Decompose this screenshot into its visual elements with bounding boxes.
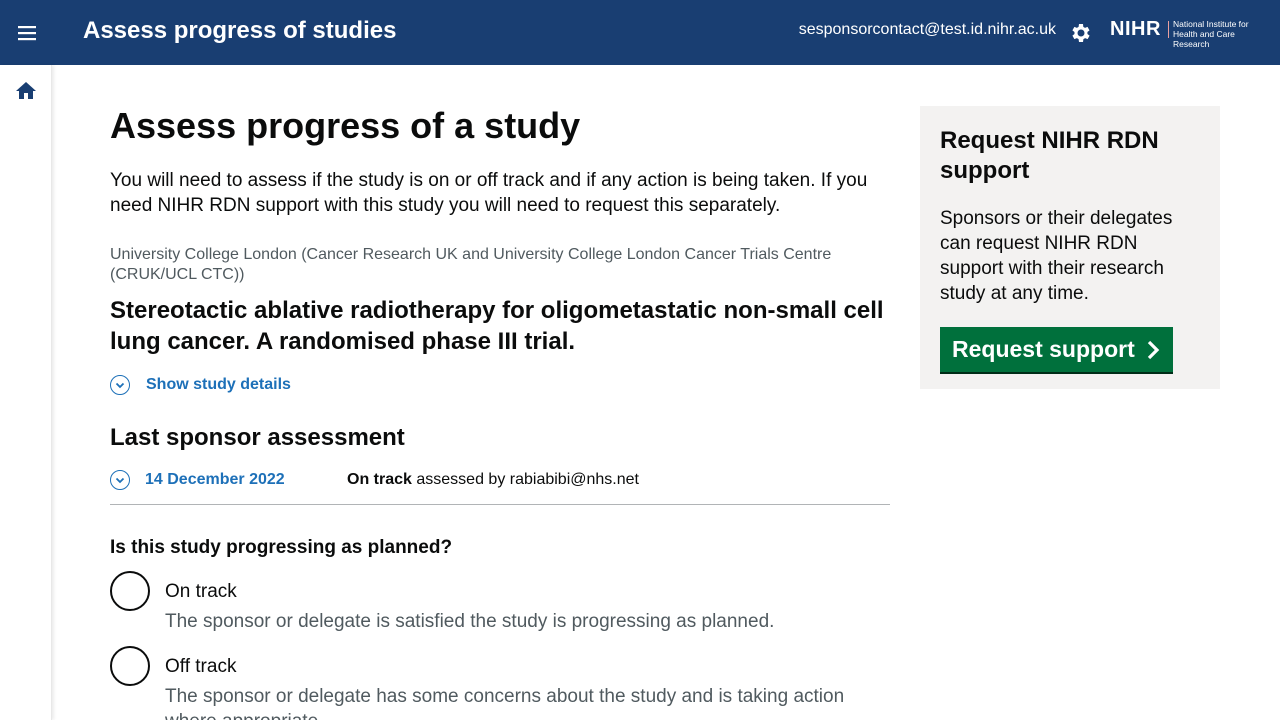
radio-label[interactable]: On track [165,581,237,602]
last-assessment-heading: Last sponsor assessment [110,424,405,451]
show-study-details-link[interactable]: Show study details [146,376,291,393]
main-content: Assess progress of a study You will need… [110,106,890,720]
nihr-logo: NIHR National Institute for Health and C… [1110,18,1270,49]
support-panel: Request NIHR RDN support Sponsors or the… [920,106,1220,389]
assessment-status: On track [347,470,412,488]
logo-main: NIHR [1110,18,1161,40]
assessment-date-link[interactable]: 14 December 2022 [145,470,285,488]
last-assessment-row: 14 December 2022 On track assessed by ra… [110,467,890,505]
logo-divider [1168,21,1169,38]
assessment-assessed-by: assessed by rabiabibi@nhs.net [416,470,639,488]
request-support-label: Request support [952,336,1135,362]
chevron-right-icon [1147,340,1159,359]
radio-option-off-track[interactable]: Off track The sponsor or delegate has so… [110,646,890,720]
radio-hint: The sponsor or delegate has some concern… [165,686,845,720]
user-email: sesponsorcontact@test.id.nihr.ac.uk [798,21,1056,38]
chevron-down-icon [110,375,130,395]
page-title: Assess progress of a study [110,105,581,146]
sidebar [0,65,52,720]
organisation-name: University College London (Cancer Resear… [110,246,832,283]
logo-sub: National Institute for Health and Care R… [1173,19,1249,49]
request-support-button[interactable]: Request support [940,327,1173,372]
chevron-down-icon[interactable] [110,469,130,490]
radio-option-on-track[interactable]: On track The sponsor or delegate is sati… [110,571,890,634]
radio-label[interactable]: Off track [165,656,237,677]
intro-text: You will need to assess if the study is … [110,170,868,216]
radio-off-track[interactable] [110,646,150,686]
home-icon[interactable] [14,79,38,103]
support-panel-title: Request NIHR RDN support [940,127,1159,184]
menu-icon[interactable] [14,20,40,46]
assessment-summary: On track assessed by rabiabibi@nhs.net [347,471,639,489]
radio-on-track[interactable] [110,571,150,611]
app-title: Assess progress of studies [83,17,397,44]
study-title: Stereotactic ablative radiotherapy for o… [110,297,884,355]
gear-icon[interactable] [1069,21,1093,45]
progress-question: Is this study progressing as planned? [110,537,453,558]
show-study-details-toggle[interactable]: Show study details [110,373,890,397]
top-header: Assess progress of studies sesponsorcont… [0,0,1280,65]
support-panel-text: Sponsors or their delegates can request … [940,208,1173,304]
radio-hint: The sponsor or delegate is satisfied the… [165,611,775,632]
